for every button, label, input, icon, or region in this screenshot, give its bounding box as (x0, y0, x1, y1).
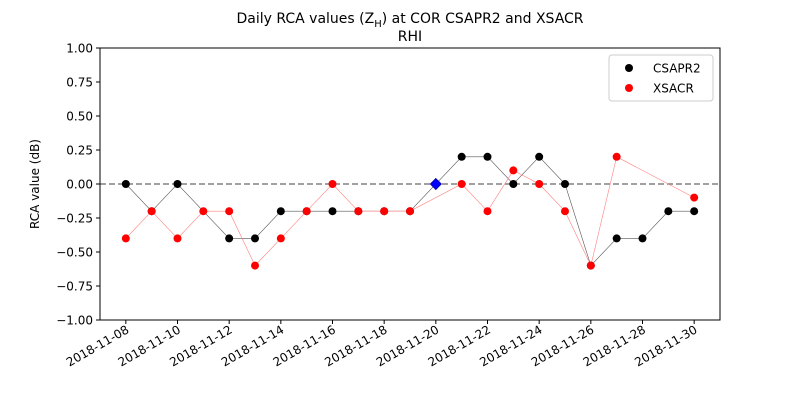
point-xsacr (690, 193, 699, 202)
chart-subtitle: RHI (398, 29, 422, 45)
point-csapr2 (612, 234, 621, 243)
chart-title-subscript: H (374, 19, 382, 30)
y-tick-label: 0.00 (66, 178, 93, 192)
point-csapr2 (121, 180, 130, 188)
point-csapr2 (690, 207, 699, 216)
point-csapr2 (509, 180, 518, 188)
point-xsacr (354, 207, 363, 216)
point-csapr2 (535, 152, 544, 161)
special-marker-diamond (429, 177, 442, 191)
point-csapr2 (638, 234, 647, 243)
point-xsacr (406, 207, 414, 216)
point-xsacr (483, 207, 492, 216)
series-line-xsacr (125, 156, 695, 267)
point-csapr2 (457, 152, 466, 161)
point-csapr2 (225, 234, 234, 243)
legend-marker-xsacr (625, 84, 633, 92)
point-xsacr (612, 152, 621, 161)
legend-label-xsacr: XSACR (653, 82, 694, 96)
point-xsacr (147, 207, 156, 216)
point-csapr2 (276, 207, 285, 216)
y-tick-label: 0.25 (66, 144, 93, 158)
y-tick-label: 1.00 (66, 42, 93, 56)
point-xsacr (173, 234, 182, 243)
point-xsacr (380, 207, 389, 216)
y-axis-label: RCA value (dB) (28, 139, 42, 229)
point-xsacr (457, 180, 466, 188)
y-tick-label: −0.75 (56, 280, 93, 294)
y-tick-label: 0.75 (66, 76, 93, 90)
y-tick-label: 0.50 (66, 110, 93, 124)
point-xsacr (302, 207, 311, 216)
point-csapr2 (328, 207, 337, 216)
legend: CSAPR2 XSACR (608, 54, 714, 102)
point-csapr2 (483, 152, 492, 161)
point-csapr2 (173, 180, 182, 188)
point-xsacr (251, 261, 259, 270)
point-xsacr (276, 234, 285, 243)
point-xsacr (586, 261, 595, 270)
chart-title: Daily RCA values (ZH) at COR CSAPR2 and … (236, 11, 583, 30)
point-xsacr (509, 166, 518, 175)
point-csapr2 (561, 180, 569, 188)
legend-box (608, 54, 714, 102)
y-tick-label: −0.25 (56, 212, 93, 226)
legend-marker-csapr2 (625, 64, 633, 72)
point-xsacr (199, 207, 208, 216)
chart-title-start: Daily RCA values (Z (236, 11, 374, 27)
point-csapr2 (664, 207, 673, 216)
point-xsacr (561, 207, 569, 216)
point-xsacr (535, 180, 544, 188)
legend-label-csapr2: CSAPR2 (653, 62, 701, 76)
point-csapr2 (251, 234, 259, 243)
point-xsacr (225, 207, 234, 216)
y-tick-label: −1.00 (56, 314, 93, 328)
point-xsacr (121, 234, 130, 243)
chart-title-end: ) at COR CSAPR2 and XSACR (382, 11, 584, 27)
y-tick-label: −0.50 (56, 246, 93, 260)
point-xsacr (328, 180, 337, 188)
